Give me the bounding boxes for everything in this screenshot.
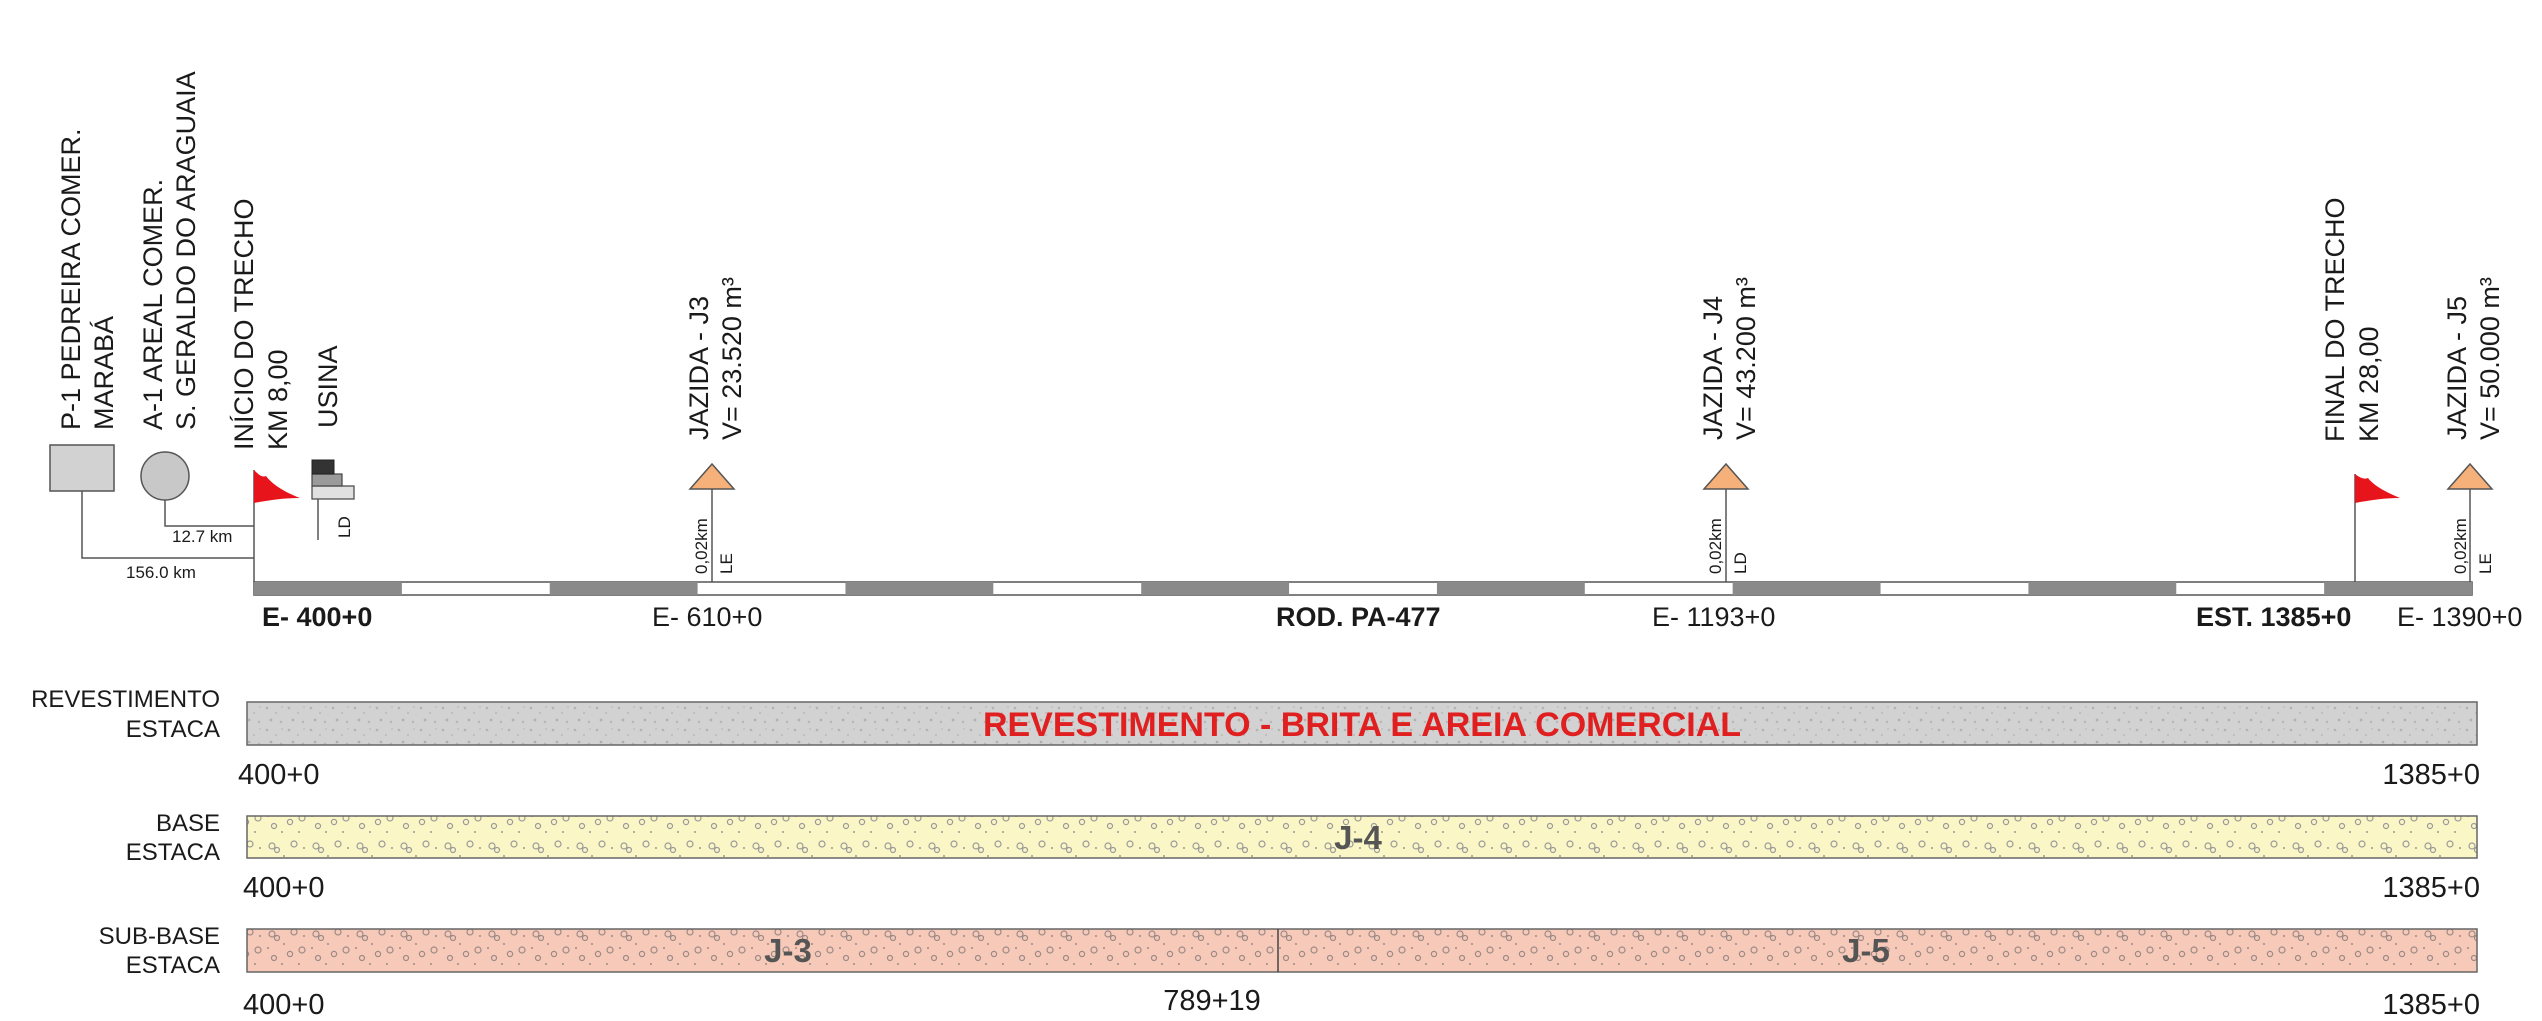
jazida-j5-dist: 0,02km	[2451, 518, 2470, 574]
base-label-line2: ESTACA	[126, 839, 220, 866]
dist-pedreira-label: 156.0 km	[126, 563, 196, 582]
inicio-label-line2: KM 8,00	[263, 349, 293, 450]
layer-revestimento: REVESTIMENTO ESTACA REVESTIMENTO - BRITA…	[31, 686, 2480, 791]
base-start: 400+0	[243, 872, 324, 904]
road-segment	[1732, 582, 1881, 595]
station-1193: E- 1193+0	[1652, 602, 1775, 632]
areal-icon	[140, 451, 190, 501]
revestimento-start: 400+0	[238, 759, 319, 791]
jazida-j5-side: LE	[2476, 553, 2495, 574]
areal-source: A-1 AREAL COMER. S. GERALDO DO ARAGUAIA	[138, 71, 201, 501]
subbase-mid: 789+19	[1163, 985, 1261, 1017]
road-name: ROD. PA-477	[1276, 602, 1441, 632]
jazida-j3-triangle-icon	[688, 462, 736, 490]
station-610: E- 610+0	[652, 602, 762, 632]
road-segment	[254, 582, 402, 595]
areal-label-line1: A-1 AREAL COMER.	[138, 179, 168, 430]
road-segment	[845, 582, 994, 595]
road-segment	[1141, 582, 1290, 595]
jazida-j5-line2: V= 50.000 m³	[2475, 277, 2505, 440]
jazida-j4-dist: 0,02km	[1706, 518, 1725, 574]
subbase-segment-j5: J-5	[1842, 932, 1890, 969]
station-est-final: EST. 1385+0	[2196, 602, 2351, 632]
distance-connectors: 12.7 km 156.0 km	[81, 491, 254, 582]
jazida-j5-line1: JAZIDA - J5	[2442, 296, 2472, 440]
road-segment	[1436, 582, 1585, 595]
inicio-trecho: INÍCIO DO TRECHO KM 8,00	[229, 198, 300, 582]
dist-areal-label: 12.7 km	[172, 527, 232, 546]
layer-subbase: SUB-BASE ESTACA J-3 J-5 400+0 789+19 138…	[99, 923, 2480, 1021]
layer-base: BASE ESTACA J-4 400+0 1385+0	[126, 810, 2480, 904]
usina-side: LD	[335, 516, 354, 538]
station-start: E- 400+0	[262, 602, 372, 632]
jazida-j4-triangle-icon	[1702, 462, 1750, 490]
jazida-j3-line2: V= 23.520 m³	[717, 277, 747, 440]
subbase-label-line2: ESTACA	[126, 952, 220, 979]
road-segment	[2028, 582, 2177, 595]
subbase-bar	[246, 928, 2478, 973]
pedreira-label-line2: MARABÁ	[89, 316, 119, 430]
road-segment	[2324, 582, 2472, 595]
areal-label-line2: S. GERALDO DO ARAGUAIA	[171, 71, 201, 430]
road-segments	[254, 582, 2472, 595]
inicio-label-line1: INÍCIO DO TRECHO	[229, 198, 259, 450]
base-label-line1: BASE	[156, 810, 220, 837]
pedreira-source: P-1 PEDREIRA COMER. MARABÁ	[49, 128, 119, 492]
subbase-segment-j3: J-3	[764, 932, 812, 969]
jazida-j4: JAZIDA - J4 V= 43.200 m³ 0,02km LD	[1698, 277, 1761, 582]
jazida-j4-line2: V= 43.200 m³	[1731, 277, 1761, 440]
base-end: 1385+0	[2382, 872, 2480, 904]
base-bar	[246, 815, 2478, 859]
jazida-j5: JAZIDA - J5 V= 50.000 m³ 0,02km LE	[2442, 277, 2505, 582]
subbase-start: 400+0	[243, 989, 324, 1021]
revestimento-label-line1: REVESTIMENTO	[31, 686, 220, 713]
final-trecho: FINAL DO TRECHO KM 28,00	[2320, 197, 2400, 582]
final-label-line1: FINAL DO TRECHO	[2320, 197, 2350, 442]
road-strip	[253, 581, 2473, 596]
revestimento-label-line2: ESTACA	[126, 716, 220, 743]
station-1390: E- 1390+0	[2397, 602, 2522, 632]
pedreira-label-line1: P-1 PEDREIRA COMER.	[56, 128, 86, 430]
jazida-j3-dist: 0,02km	[692, 518, 711, 574]
jazida-j3-side: LE	[717, 553, 736, 574]
final-label-line2: KM 28,00	[2354, 326, 2384, 442]
jazida-j4-side: LD	[1731, 552, 1750, 574]
revestimento-end: 1385+0	[2382, 759, 2480, 791]
base-segment-j4: J-4	[1334, 819, 1382, 856]
usina: USINA LD	[311, 345, 355, 540]
usina-icon	[311, 459, 355, 500]
inicio-flag-icon	[254, 470, 300, 503]
jazida-j3-line1: JAZIDA - J3	[684, 296, 714, 440]
subbase-label-line1: SUB-BASE	[99, 923, 220, 950]
usina-label: USINA	[313, 345, 343, 428]
pedreira-icon	[49, 444, 115, 492]
revestimento-title: REVESTIMENTO - BRITA E AREIA COMERCIAL	[983, 706, 1741, 744]
jazida-j3: JAZIDA - J3 V= 23.520 m³ 0,02km LE	[684, 277, 747, 582]
revestimento-bar	[246, 701, 2478, 746]
jazida-j5-triangle-icon	[2446, 462, 2494, 490]
station-labels: E- 400+0 E- 610+0 ROD. PA-477 E- 1193+0 …	[262, 602, 2522, 632]
final-flag-icon	[2355, 474, 2400, 503]
subbase-end: 1385+0	[2382, 989, 2480, 1021]
road-segment	[549, 582, 698, 595]
jazida-j4-line1: JAZIDA - J4	[1698, 296, 1728, 440]
